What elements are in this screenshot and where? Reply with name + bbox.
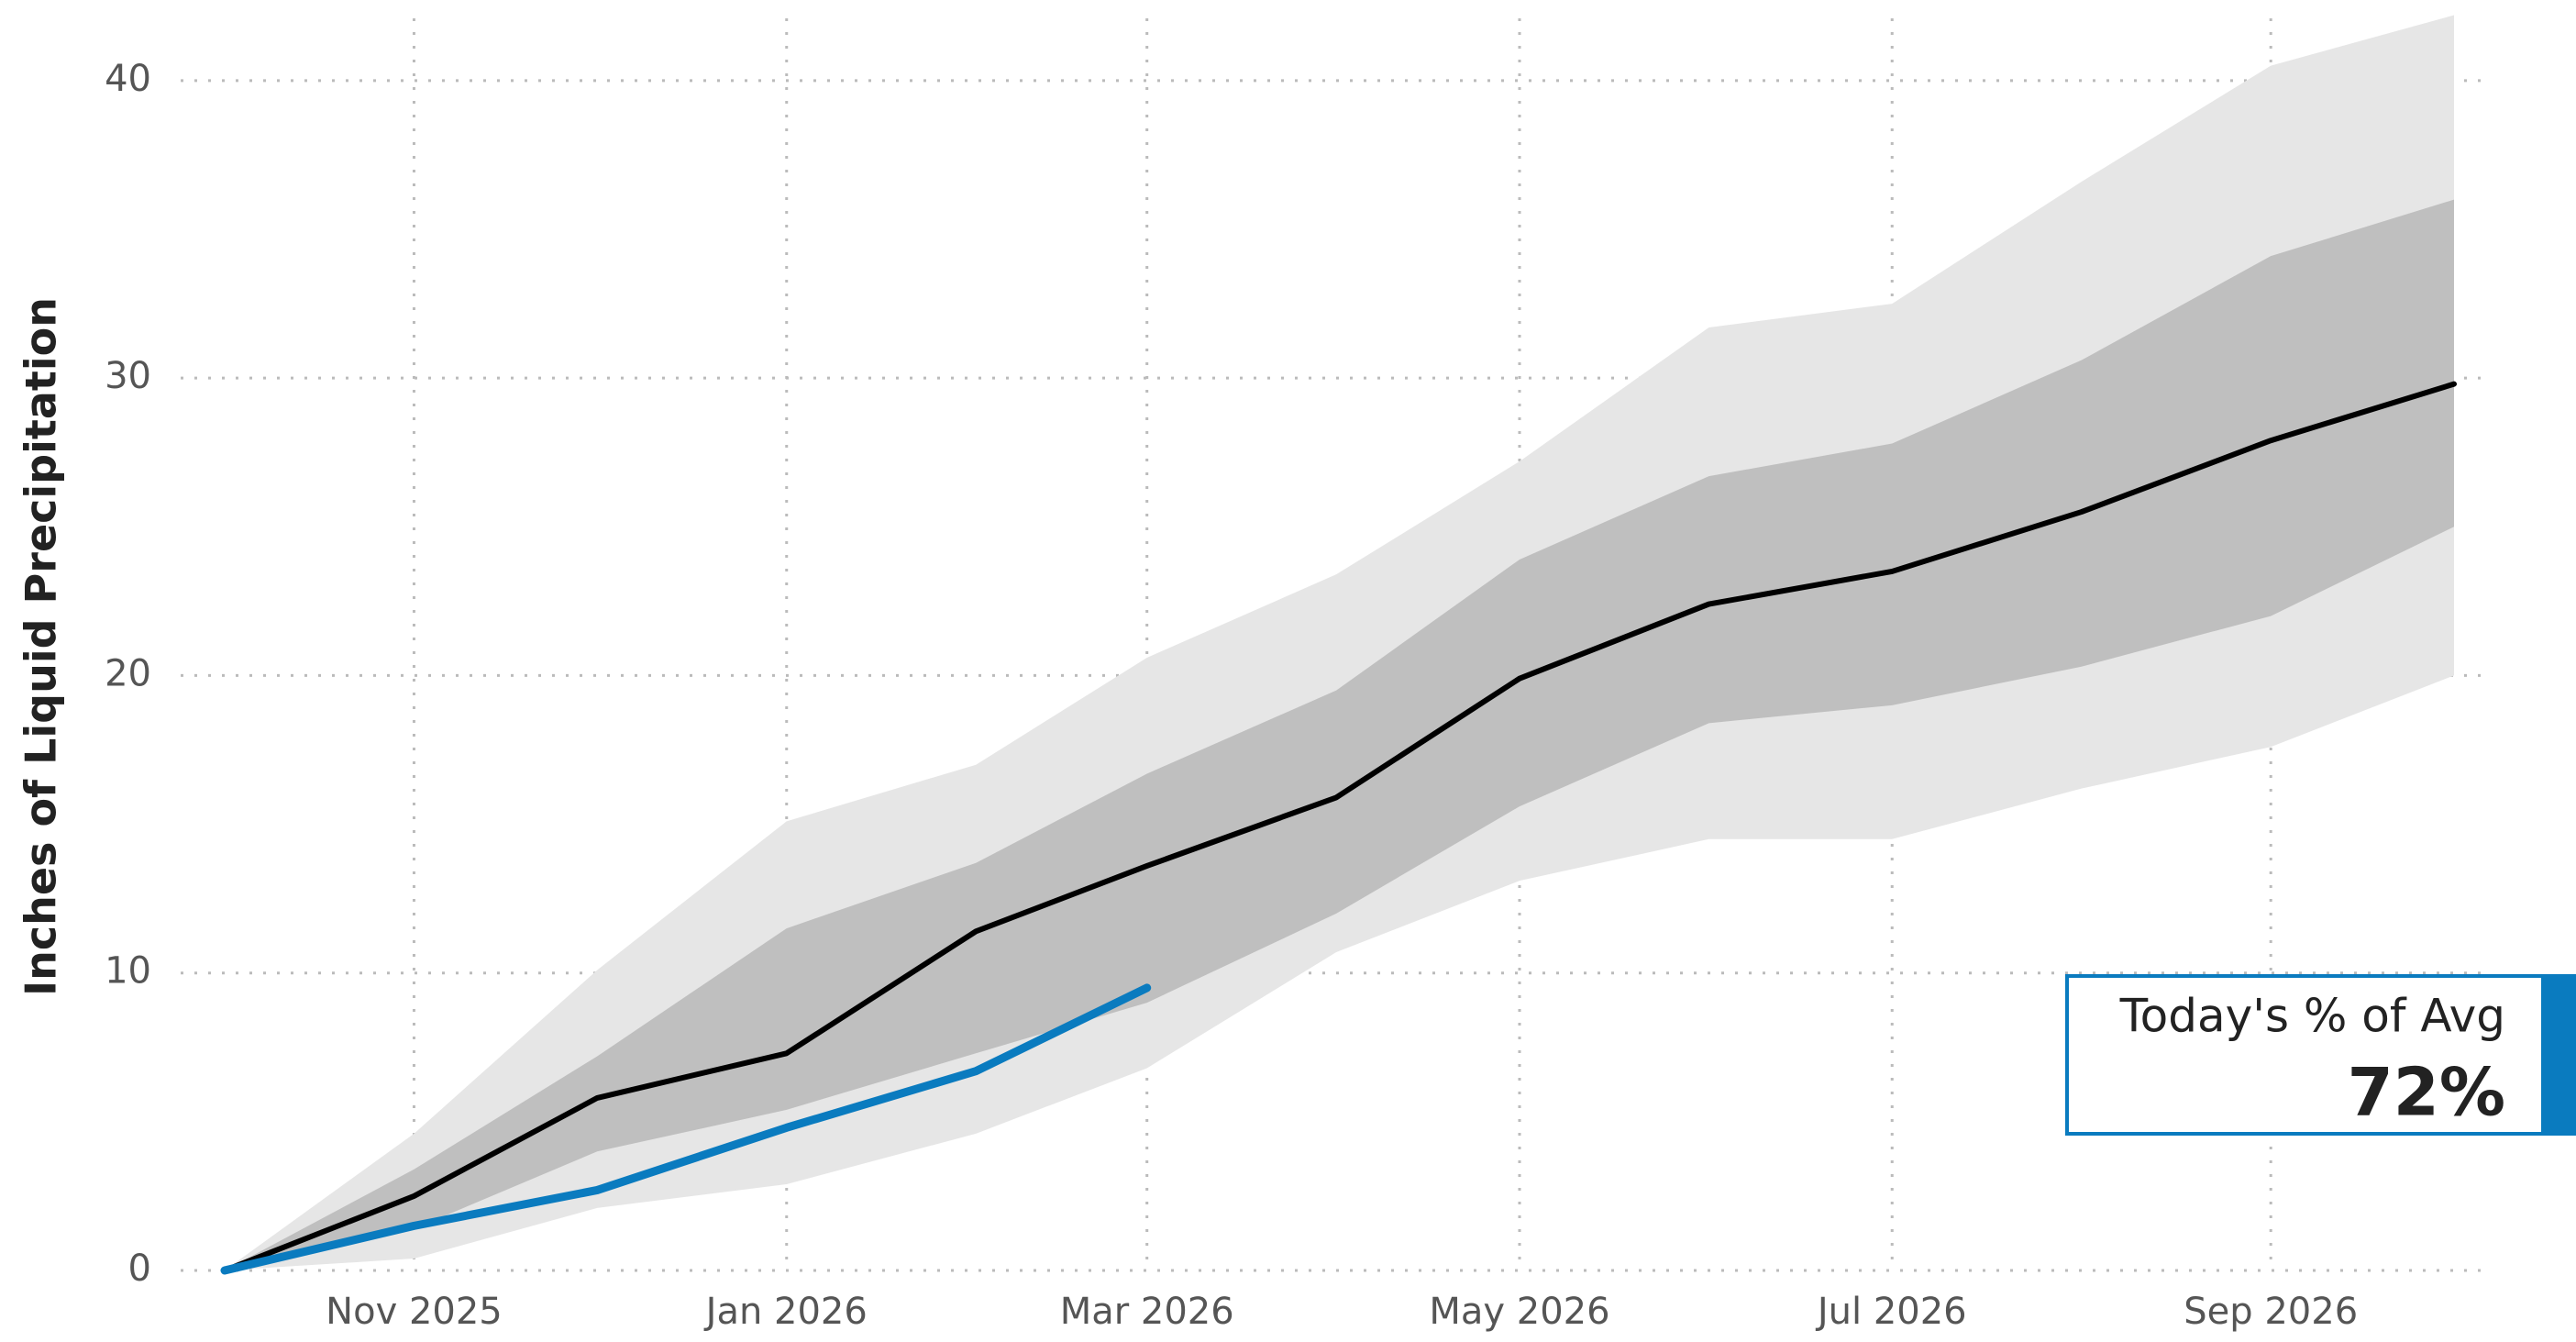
annotation-label: Today's % of Avg — [2119, 990, 2505, 1043]
y-tick-label: 20 — [105, 652, 151, 694]
x-tick-label: May 2026 — [1429, 1291, 1609, 1333]
x-tick-label: Sep 2026 — [2184, 1291, 2358, 1333]
annotation-value: 72% — [2348, 1054, 2505, 1131]
x-tick-label: Jul 2026 — [1815, 1291, 1967, 1333]
y-tick-label: 30 — [105, 355, 151, 397]
x-tick-label: Nov 2025 — [326, 1291, 503, 1333]
y-tick-label: 0 — [128, 1248, 151, 1290]
range-band — [225, 199, 2454, 1271]
y-axis-label: Inches of Liquid Precipitation — [17, 297, 66, 996]
line — [220, 983, 1152, 1275]
line — [222, 381, 2457, 1273]
x-tick-label: Mar 2026 — [1060, 1291, 1234, 1333]
annotation-accent — [2543, 974, 2576, 1136]
annotation-box — [2065, 974, 2545, 1136]
y-tick-label: 10 — [105, 950, 151, 993]
x-tick-label: Jan 2026 — [703, 1291, 868, 1333]
y-tick-label: 40 — [105, 58, 151, 100]
